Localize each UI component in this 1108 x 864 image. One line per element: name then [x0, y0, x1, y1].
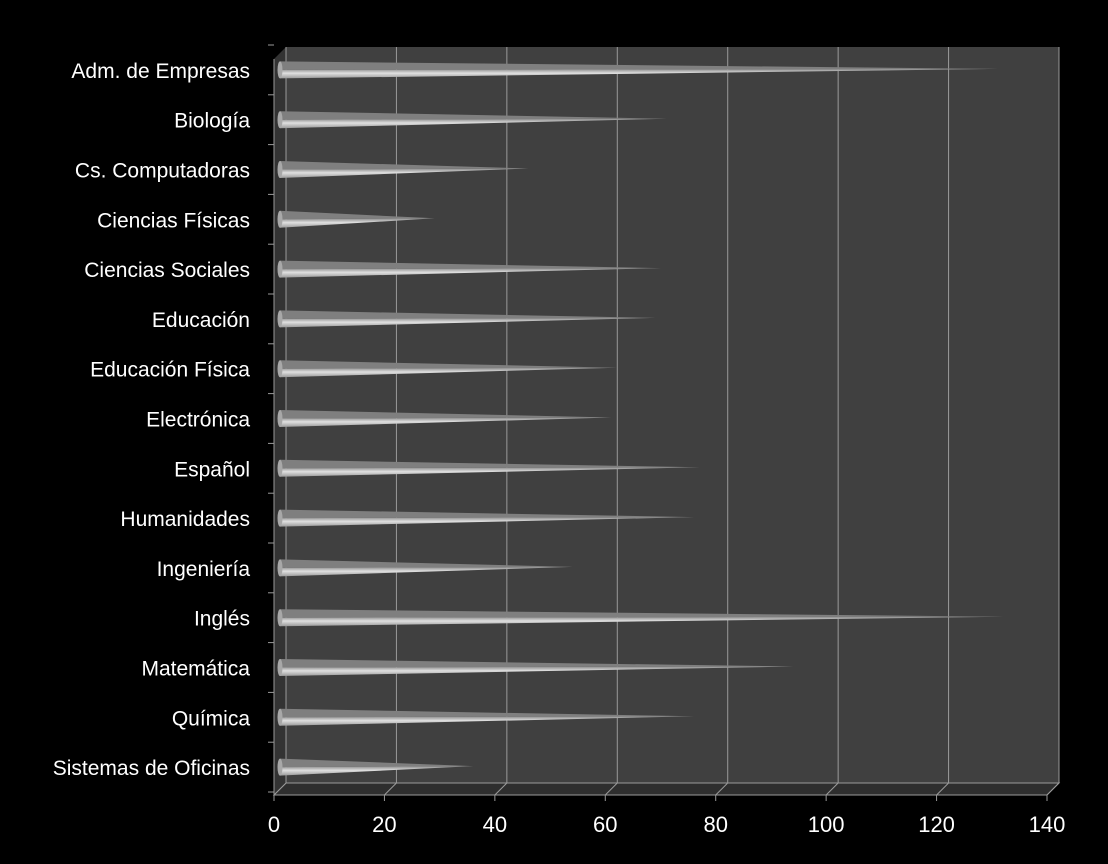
- bar-cone-top: [280, 360, 617, 369]
- bar-base: [277, 260, 283, 278]
- x-tick-label: 140: [1029, 812, 1066, 837]
- bar-base: [277, 509, 283, 527]
- bar-cone-top: [280, 111, 667, 120]
- gridline-floor: [384, 782, 397, 796]
- gridline-floor: [494, 782, 508, 796]
- category-label: Biología: [174, 110, 250, 133]
- bar-cone-top: [280, 310, 656, 319]
- bar-cone-top: [280, 758, 474, 768]
- category-label: Educación: [152, 309, 250, 332]
- bar-cone: [280, 467, 700, 477]
- bar-cone: [280, 666, 794, 676]
- bar-cone: [280, 218, 435, 228]
- bar-cone-top: [280, 459, 700, 469]
- bar-cone: [280, 367, 617, 378]
- bar-cone: [280, 268, 661, 278]
- bar-cone-top: [280, 210, 435, 220]
- bar-base: [277, 758, 283, 776]
- bar-cone: [280, 68, 998, 79]
- gridline-floor: [715, 782, 729, 796]
- bar-base: [277, 609, 283, 627]
- category-label: Español: [174, 458, 250, 481]
- bar-cone-top: [280, 659, 794, 668]
- x-tick-label: 40: [483, 812, 507, 837]
- category-label: Cs. Computadoras: [75, 160, 250, 183]
- x-tick-label: 20: [372, 812, 396, 837]
- gridline-floor: [825, 782, 839, 796]
- bar-base: [277, 659, 283, 676]
- bar-cone-top: [280, 708, 695, 718]
- gridline-floor: [273, 782, 287, 796]
- category-label: Ingeniería: [157, 558, 251, 581]
- gridline-floor: [604, 782, 618, 796]
- bar-cone: [280, 317, 656, 328]
- bar-cone-top: [280, 559, 573, 568]
- bar-base: [277, 459, 283, 477]
- bar-cone-top: [280, 410, 612, 419]
- bar-base: [277, 210, 283, 228]
- category-label: Matemática: [141, 658, 250, 681]
- bar-cone-top: [280, 161, 529, 170]
- bar-base: [277, 310, 283, 328]
- category-label: Ciencias Físicas: [97, 209, 250, 232]
- category-label: Ciencias Sociales: [84, 259, 250, 282]
- category-label: Humanidades: [120, 508, 250, 531]
- bar-base: [277, 161, 283, 178]
- bar-base: [277, 410, 283, 427]
- x-tick-label: 100: [808, 812, 845, 837]
- bar-cone: [280, 118, 667, 129]
- bar-base: [277, 360, 283, 378]
- bar-base: [277, 559, 283, 577]
- x-tick-label: 60: [593, 812, 617, 837]
- category-label: Educación Física: [90, 359, 250, 382]
- x-tick-label: 80: [703, 812, 727, 837]
- bar-cone-top: [280, 61, 998, 70]
- bar-base: [277, 111, 283, 129]
- x-tick-label: 120: [918, 812, 955, 837]
- bar-cone: [280, 566, 573, 577]
- bar-cone: [280, 168, 529, 178]
- bar-cone-top: [280, 260, 661, 270]
- bar-cone: [280, 766, 474, 776]
- category-label: Adm. de Empresas: [71, 60, 250, 83]
- bar-cone-top: [280, 509, 695, 519]
- bar-cone: [280, 417, 612, 427]
- bar-base: [277, 708, 283, 726]
- bar-cone: [280, 716, 695, 726]
- category-label: Sistemas de Oficinas: [53, 757, 250, 780]
- category-label: Inglés: [194, 608, 250, 631]
- gridline-floor: [936, 782, 949, 796]
- bar-base: [277, 61, 283, 79]
- bar-cone-top: [280, 609, 1004, 618]
- category-label: Electrónica: [146, 409, 250, 432]
- category-label: Química: [172, 707, 251, 730]
- x-tick-label: 0: [268, 812, 280, 837]
- bar-cone: [280, 616, 1004, 627]
- bar-cone: [280, 517, 695, 527]
- plot-floor: [272, 782, 1061, 796]
- gridline-floor: [1046, 782, 1060, 796]
